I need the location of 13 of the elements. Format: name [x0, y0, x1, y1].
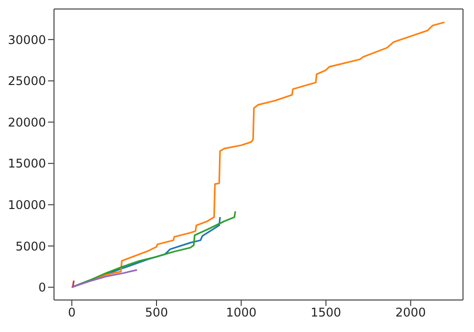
y-tick-label: 0 [38, 280, 46, 295]
x-tick-label: 500 [145, 306, 168, 320]
x-tick-label: 1500 [310, 306, 342, 320]
y-tick-label: 20000 [8, 115, 46, 130]
x-tick-label: 2000 [395, 306, 426, 320]
x-tick-label: 0 [68, 306, 76, 320]
y-tick-label: 15000 [8, 156, 46, 171]
x-tick-label: 1000 [226, 306, 256, 320]
line-series [70, 269, 138, 288]
y-tick-label: 5000 [15, 239, 46, 254]
y-tick-label: 25000 [8, 74, 46, 88]
y-tick-label: 10000 [8, 198, 46, 212]
y-tick-label: 30000 [8, 32, 46, 47]
